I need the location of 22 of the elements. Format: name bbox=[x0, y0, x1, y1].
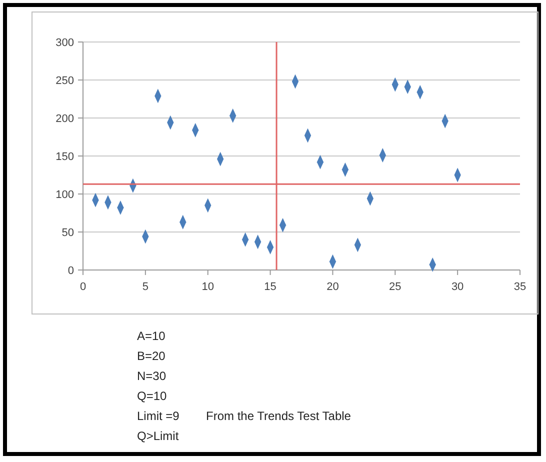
y-tick-label: 50 bbox=[62, 226, 74, 239]
x-tick-label: 5 bbox=[142, 281, 148, 293]
text: From the Trends Test Table bbox=[206, 409, 352, 423]
x-tick-label: 0 bbox=[80, 281, 86, 293]
y-tick-label: 250 bbox=[56, 74, 74, 87]
x-tick-label: 15 bbox=[264, 281, 276, 293]
y-tick-label: 200 bbox=[56, 112, 74, 125]
x-tick-label: 20 bbox=[326, 281, 339, 293]
y-tick-label: 150 bbox=[56, 150, 74, 163]
x-tick-label: 10 bbox=[202, 281, 214, 293]
text: B=20 bbox=[137, 349, 166, 363]
text: Limit =9 bbox=[137, 409, 180, 423]
y-tick-label: 100 bbox=[56, 188, 74, 201]
text: N=30 bbox=[137, 369, 166, 383]
y-tick-label: 0 bbox=[68, 264, 74, 277]
x-tick-label: 35 bbox=[514, 281, 526, 293]
text: Q=10 bbox=[137, 389, 168, 403]
x-tick-label: 25 bbox=[389, 281, 402, 293]
x-tick-label: 30 bbox=[451, 281, 464, 293]
y-tick-label: 300 bbox=[56, 36, 74, 49]
text: A=10 bbox=[137, 329, 166, 343]
text: Q>Limit bbox=[137, 429, 180, 443]
